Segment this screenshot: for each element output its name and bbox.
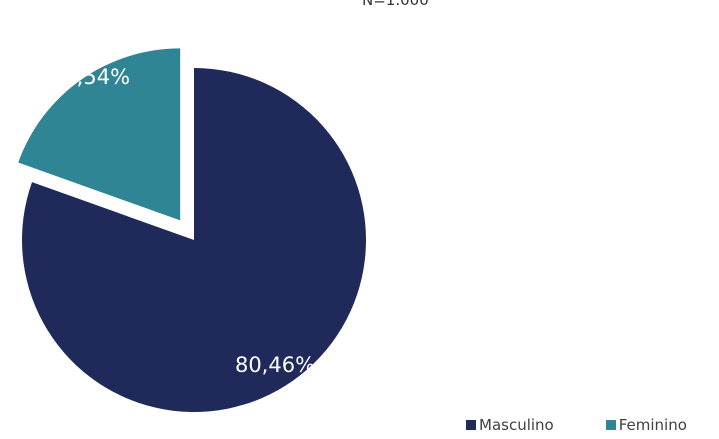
legend-swatch-masculino xyxy=(466,420,476,430)
legend-swatch-feminino xyxy=(605,420,616,430)
legend-label-masculino: Masculino xyxy=(479,416,554,434)
pie-slice-feminino xyxy=(18,48,181,221)
chart-legend: Masculino Feminino xyxy=(466,416,687,434)
slice-label-feminino: 19,54% xyxy=(50,65,130,89)
sample-size-note: N=1.000 xyxy=(362,0,429,9)
pie-slice-masculino xyxy=(22,68,366,413)
legend-label-feminino: Feminino xyxy=(618,416,687,434)
legend-item-masculino: Masculino xyxy=(466,416,554,434)
slice-label-masculino: 80,46% xyxy=(235,353,315,377)
legend-item-feminino: Feminino xyxy=(605,416,687,434)
